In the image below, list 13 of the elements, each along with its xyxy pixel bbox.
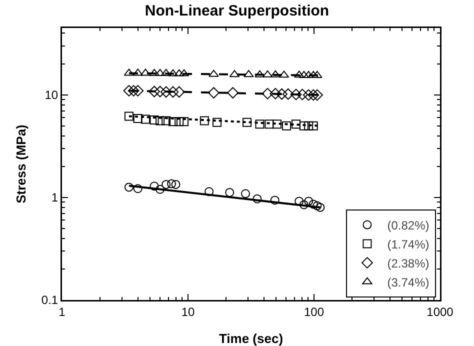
- legend-label: (1.74%): [387, 237, 430, 252]
- x-tick-label: 100: [304, 304, 324, 319]
- x-tick-label: 1000: [426, 304, 454, 319]
- legend-label: (3.74%): [387, 275, 430, 290]
- x-tick-label: 10: [181, 304, 195, 319]
- x-axis-title: Time (sec): [218, 331, 284, 346]
- y-tick-label: 10: [44, 88, 58, 102]
- legend-label: (2.38%): [387, 256, 430, 270]
- y-axis-title: Stress (MPa): [14, 124, 28, 204]
- y-tick-label: 0.1: [41, 293, 58, 308]
- chart-title: Non-Linear Superposition: [144, 2, 330, 20]
- legend-label: (0.82%): [387, 218, 430, 232]
- y-tick-label: 1: [51, 190, 58, 205]
